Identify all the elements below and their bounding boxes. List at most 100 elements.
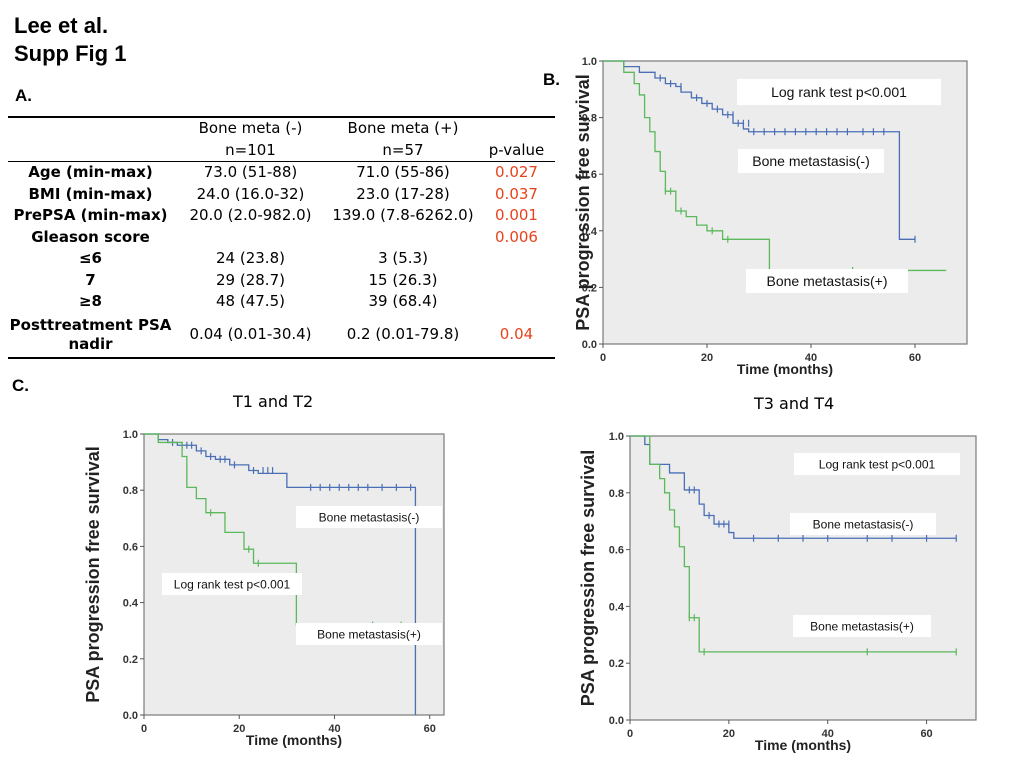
- cell-bone-pos: 0.2 (0.01-79.8): [328, 312, 478, 359]
- x-tick-label: 40: [328, 723, 340, 735]
- y-tick-label: 0.2: [609, 658, 624, 670]
- y-tick-label: 0.6: [123, 541, 138, 553]
- cell-bone-pos: 23.0 (17-28): [356, 184, 450, 203]
- survival-curve: [603, 60, 947, 272]
- table-header-cell: p-value: [478, 139, 555, 162]
- table-row: Age (min-max) 73.0 (51-88) 71.0 (55-86) …: [8, 162, 555, 184]
- cell-p-value: 0.006: [495, 227, 538, 246]
- table-header-row-1: Bone meta (-) Bone meta (+): [8, 116, 555, 140]
- table-header-cell: n=101: [173, 139, 328, 162]
- x-tick-label: 0: [600, 352, 606, 364]
- table-row: ≥8 48 (47.5) 39 (68.4): [8, 291, 555, 313]
- x-tick-label: 60: [424, 723, 436, 735]
- annotation-box: [738, 149, 884, 173]
- table-row: PrePSA (min-max) 20.0 (2.0-982.0) 139.0 …: [8, 205, 555, 227]
- x-axis-title: Time (months): [755, 737, 851, 753]
- x-axis-title: Time (months): [737, 361, 833, 377]
- y-axis-title: PSA progression free survival: [83, 446, 103, 702]
- row-label: ≥8: [78, 292, 102, 310]
- x-axis-title: Time (months): [246, 732, 342, 748]
- y-tick-label: 0.8: [582, 113, 597, 125]
- y-tick-label: 0.6: [582, 169, 597, 181]
- y-tick-label: 0.0: [609, 715, 624, 727]
- table-row: ≤6 24 (23.8) 3 (5.3): [8, 248, 555, 270]
- cell-bone-neg: 24 (23.8): [216, 249, 285, 267]
- annotation-label: Log rank test p<0.001: [819, 457, 936, 471]
- annotation-box: [296, 506, 442, 528]
- survival-curve: [144, 433, 402, 626]
- chart-c2-subtitle: T3 and T4: [754, 394, 835, 413]
- y-tick-label: 0.8: [123, 485, 138, 497]
- cell-bone-pos: [328, 227, 478, 249]
- annotation-label: Bone metastasis(+): [810, 619, 914, 633]
- y-tick-label: 0.4: [609, 601, 625, 613]
- panel-label-a: A.: [15, 86, 32, 105]
- annotation-box: [790, 513, 936, 535]
- table-header-cell: Bone meta (+): [328, 116, 478, 140]
- x-tick-label: 20: [723, 728, 735, 740]
- cell-bone-neg: 0.04 (0.01-30.4): [173, 312, 328, 359]
- cell-bone-pos: 3 (5.3): [378, 249, 428, 267]
- table-header-cell: [8, 116, 173, 140]
- panel-label-b: B.: [543, 70, 560, 89]
- y-axis-title: PSA progression free survival: [573, 74, 593, 330]
- annotation-box: [296, 623, 442, 645]
- cell-bone-neg: 73.0 (51-88): [203, 163, 298, 181]
- annotation-box: [794, 453, 960, 475]
- table-row: 7 29 (28.7) 15 (26.3): [8, 270, 555, 292]
- annotation-box: [793, 615, 931, 637]
- km-chart-c1: 0.0 0.2 0.4 0.6 0.8 1.0 0 20 40 60 Time (months) PS…: [83, 429, 445, 748]
- row-label: BMI (min-max): [28, 184, 153, 203]
- cell-bone-pos: 71.0 (55-86): [356, 163, 450, 181]
- cell-bone-neg: [173, 227, 328, 249]
- row-label: 7: [85, 270, 96, 289]
- chart-c1-subtitle: T1 and T2: [233, 392, 314, 411]
- x-tick-label: 60: [920, 728, 932, 740]
- y-tick-label: 0.8: [609, 488, 624, 500]
- cell-p-value: 0.04: [478, 312, 555, 359]
- y-tick-label: 1.0: [609, 431, 624, 443]
- cell-bone-neg: 48 (47.5): [216, 292, 285, 310]
- figure-title-line2: Supp Fig 1: [14, 41, 127, 66]
- cell-p-value: 0.001: [495, 206, 538, 224]
- table-row: Gleason score 0.006: [8, 227, 555, 249]
- y-tick-label: 0.6: [609, 545, 624, 557]
- x-tick-label: 40: [805, 352, 817, 364]
- annotation-box: [737, 79, 941, 105]
- y-axis-title: PSA progression free survival: [578, 450, 598, 706]
- cell-bone-neg: 29 (28.7): [216, 270, 285, 289]
- x-tick-label: 40: [822, 728, 834, 740]
- clinical-table: Bone meta (-) Bone meta (+) n=101 n=57 p…: [8, 116, 555, 359]
- table-header-cell: n=57: [328, 139, 478, 162]
- annotation-label: Bone metastasis(-): [319, 510, 420, 524]
- table-header-cell: Bone meta (-): [173, 116, 328, 140]
- km-chart-c2: 0.0 0.2 0.4 0.6 0.8 1.0 0 20 40 60 Time (months) PS…: [578, 431, 977, 753]
- annotation-box: [162, 573, 302, 595]
- annotation-label: Bone metastasis(-): [752, 153, 869, 169]
- annotation-label: Bone metastasis(+): [767, 273, 888, 289]
- x-tick-label: 0: [141, 723, 147, 735]
- cell-bone-neg: 20.0 (2.0-982.0): [189, 206, 312, 224]
- cell-bone-neg: 24.0 (16.0-32): [196, 184, 305, 203]
- x-tick-label: 20: [233, 723, 245, 735]
- y-tick-label: 0.2: [582, 282, 597, 294]
- panel-label-c: C.: [12, 376, 29, 395]
- table-header-cell: [8, 139, 173, 162]
- km-chart-b: 0.0 0.2 0.4 0.6 0.8 1.0 0 20 40 60 Time (months) PS…: [573, 56, 968, 377]
- y-tick-label: 1.0: [123, 429, 138, 441]
- cell-bone-pos: 15 (26.3): [368, 270, 438, 289]
- plot-area: [629, 435, 977, 721]
- y-tick-label: 0.2: [123, 654, 138, 666]
- cell-p-value: [478, 270, 555, 292]
- annotation-label: Bone metastasis(-): [813, 517, 914, 531]
- x-tick-label: 60: [909, 352, 921, 364]
- table-header-cell: [478, 116, 555, 140]
- figure-title-line1: Lee et al.: [14, 13, 109, 38]
- annotation-label: Bone metastasis(+): [317, 627, 421, 641]
- cell-p-value: 0.037: [495, 184, 538, 203]
- annotation-box: [746, 269, 908, 293]
- table-row: Posttreatment PSA nadir 0.04 (0.01-30.4)…: [8, 312, 555, 359]
- cell-bone-pos: 39 (68.4): [368, 292, 438, 310]
- y-tick-label: 0.4: [123, 598, 139, 610]
- cell-p-value: [478, 248, 555, 270]
